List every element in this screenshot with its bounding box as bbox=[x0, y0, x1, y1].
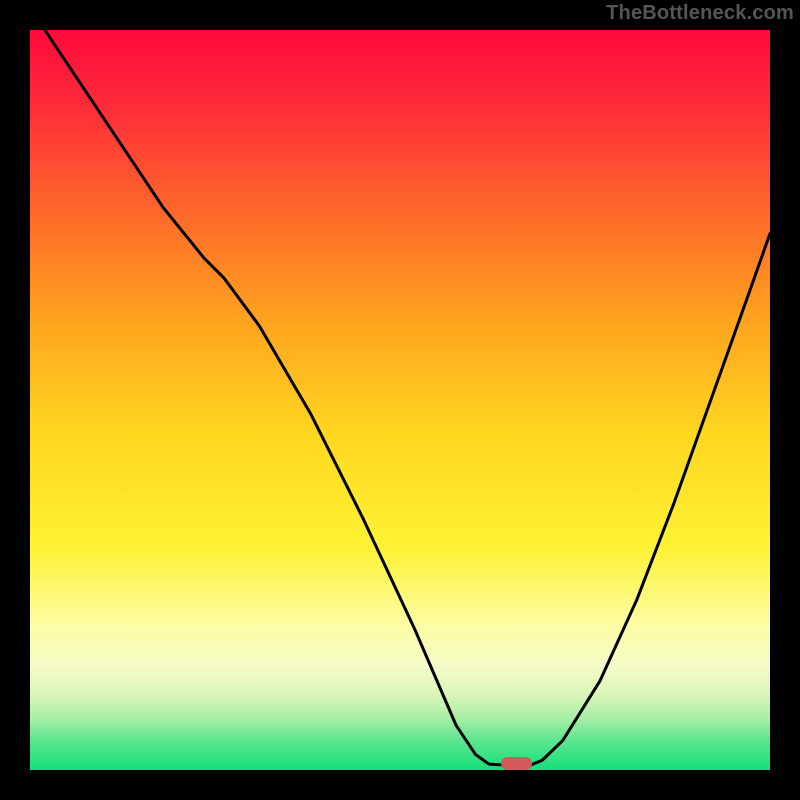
chart-frame: TheBottleneck.com bbox=[0, 0, 800, 800]
plot-area bbox=[30, 30, 770, 770]
bottleneck-curve bbox=[30, 30, 770, 770]
minimum-marker-pill bbox=[501, 757, 532, 770]
watermark-text: TheBottleneck.com bbox=[606, 2, 794, 25]
